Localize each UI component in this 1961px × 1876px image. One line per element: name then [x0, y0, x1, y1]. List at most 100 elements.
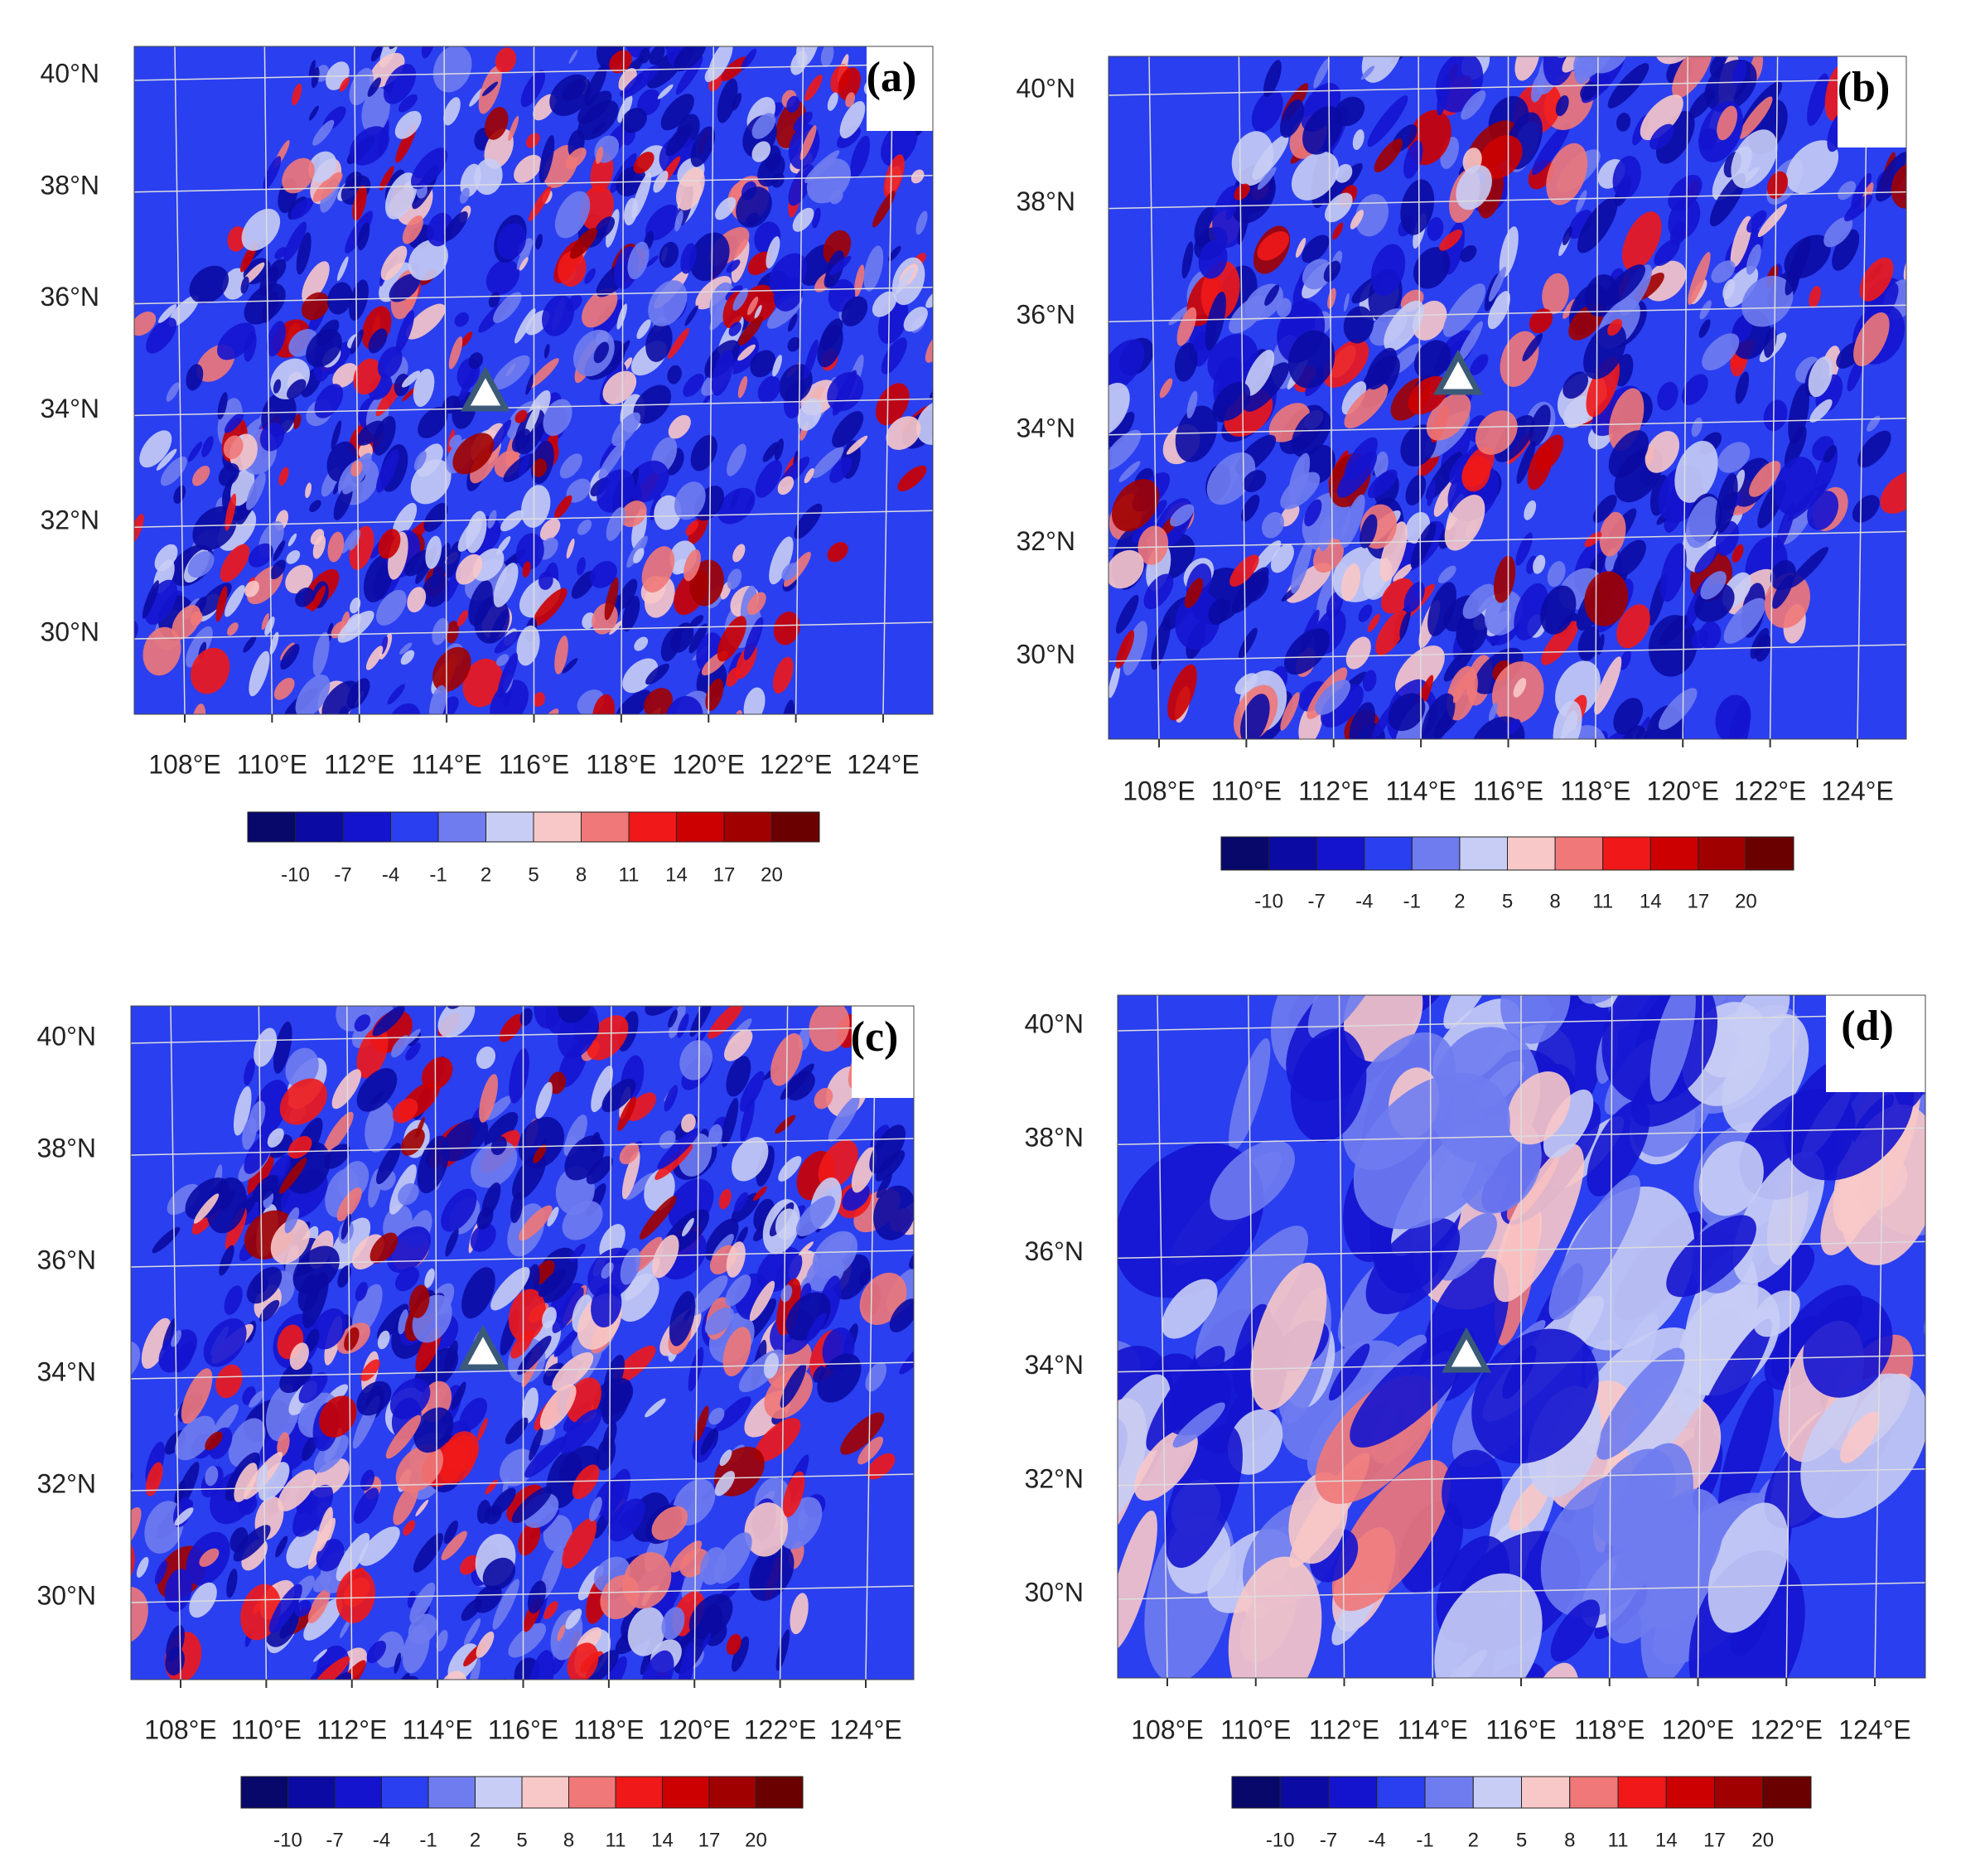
field-patch	[339, 77, 350, 92]
field-patch	[503, 689, 512, 708]
lat-label: 34°N	[1017, 413, 1076, 442]
field-patch	[1766, 171, 1789, 200]
field-patch	[1541, 621, 1579, 665]
lat-label: 36°N	[41, 282, 100, 312]
field-patch	[514, 1689, 533, 1709]
colorbar-label: 20	[761, 863, 783, 886]
field-patch	[476, 1631, 495, 1658]
field-patch	[1654, 239, 1680, 266]
field-patch	[296, 232, 312, 275]
field-patch	[1279, 99, 1304, 138]
lon-label: 120°E	[658, 1714, 731, 1744]
field-patch	[444, 945, 472, 974]
field-patch	[705, 678, 724, 712]
field-patch	[278, 1469, 316, 1511]
colorbar-label: -4	[1368, 1829, 1385, 1851]
field-patch	[517, 1335, 552, 1376]
field-patch	[443, 210, 468, 242]
field-patch	[620, 1248, 641, 1285]
field-patch	[674, 46, 707, 72]
field-patch	[639, 1195, 677, 1240]
field-patch	[787, 336, 801, 352]
field-patch	[684, 305, 698, 326]
field-patch	[398, 1182, 419, 1206]
field-patch	[1613, 698, 1644, 735]
field-patch	[1291, 151, 1339, 201]
field-patch	[1176, 307, 1197, 346]
field-patch	[378, 950, 398, 988]
field-patch	[1615, 353, 1634, 387]
field-patch	[1568, 210, 1592, 239]
map	[1108, 0, 1906, 739]
field-patch	[584, 64, 607, 107]
field-patch	[368, 328, 388, 354]
field-patch	[437, 901, 468, 950]
field-patch	[745, 493, 755, 512]
field-patch	[556, 940, 585, 979]
colorbar-label: 5	[516, 1829, 527, 1851]
field-patch	[1365, 1217, 1461, 1314]
field-patch	[495, 654, 510, 666]
field-patch	[804, 74, 823, 101]
field-patch	[724, 1029, 753, 1061]
field-patch	[899, 1335, 914, 1375]
field-patch	[1291, 409, 1331, 457]
field-patch	[519, 257, 529, 271]
field-patch	[948, 1251, 978, 1280]
field-patch	[1302, 106, 1343, 155]
grid-line	[346, 1006, 353, 1680]
field-patch	[1400, 179, 1435, 235]
grid-line	[1148, 56, 1160, 739]
field-patch	[375, 589, 407, 626]
field-patch	[508, 1289, 546, 1342]
field-patch	[1823, 216, 1853, 248]
field-patch	[234, 1463, 258, 1502]
field-patch	[1693, 1318, 1772, 1443]
field-patch	[457, 881, 482, 911]
field-patch	[252, 1174, 279, 1202]
field-patch	[1394, 19, 1408, 40]
field-patch	[633, 152, 654, 174]
field-patch	[306, 328, 342, 368]
field-patch	[1344, 437, 1378, 481]
field-patch	[509, 1047, 529, 1104]
field-patch	[755, 460, 783, 498]
field-patch	[205, 1431, 223, 1451]
field-patch	[867, 1453, 896, 1480]
lon-label: 124°E	[847, 749, 920, 779]
field-patch	[350, 597, 361, 614]
field-patch	[284, 1206, 300, 1234]
field-patch	[1763, 399, 1788, 432]
field-patch	[702, 714, 720, 737]
field-patch	[626, 1092, 657, 1121]
field-patch	[1335, 163, 1353, 183]
field-patch	[846, 435, 868, 455]
field-patch	[562, 1518, 597, 1569]
field-patch	[1702, 333, 1740, 370]
field-patch	[1788, 546, 1828, 588]
field-patch	[566, 478, 592, 503]
field-patch	[266, 321, 286, 357]
field-patch	[1621, 211, 1662, 271]
field-patch	[398, 1751, 417, 1771]
field-patch	[1413, 0, 1476, 26]
field-patch	[930, 1231, 961, 1271]
field-patch	[528, 358, 559, 389]
field-patch	[1563, 11, 1595, 46]
field-patch	[278, 467, 289, 486]
field-patch	[1111, 479, 1160, 532]
field-patch	[357, 222, 370, 251]
field-patch	[616, 957, 645, 986]
map-frame	[133, 46, 934, 715]
field-patch	[242, 1117, 257, 1150]
field-patch	[1587, 17, 1621, 56]
colorbar-label: 5	[1502, 890, 1513, 912]
colorbar-bin	[1762, 1776, 1812, 1809]
field-patch	[273, 677, 295, 700]
field-patch	[726, 1241, 746, 1278]
field-patch	[270, 965, 287, 993]
map	[131, 881, 978, 1771]
field-patch	[274, 247, 287, 259]
field-patch	[1427, 479, 1436, 507]
grid-line	[621, 46, 625, 714]
